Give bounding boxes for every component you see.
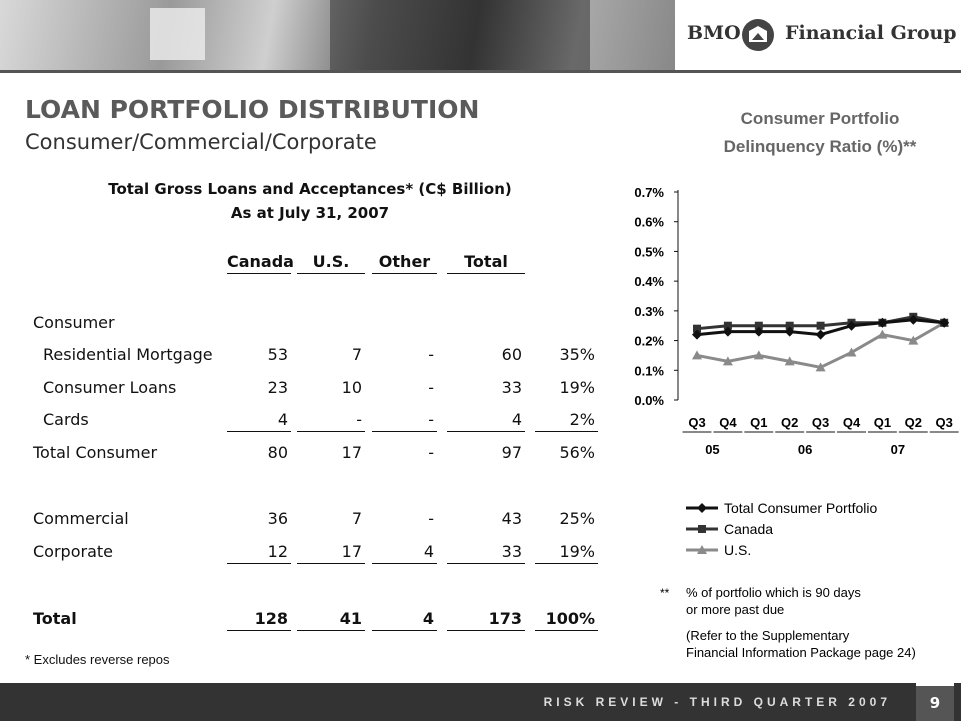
legend-label: Total Consumer Portfolio (724, 500, 878, 516)
y-tick-label: 0.7% (634, 185, 664, 200)
legend-label: U.S. (724, 542, 751, 558)
legend-marker (698, 525, 706, 533)
chart-title: Delinquency Ratio (%)** (724, 137, 917, 156)
y-tick-label: 0.4% (634, 274, 664, 289)
x-group-label: 06 (798, 442, 812, 457)
note-line: % of portfolio which is 90 days (686, 585, 861, 600)
note-mark: ** (660, 586, 670, 600)
x-tick-label: Q2 (905, 415, 922, 430)
delinquency-chart: Consumer Portfolio Delinquency Ratio (%)*… (0, 0, 961, 721)
x-group-label: 05 (705, 442, 719, 457)
legend-marker (697, 503, 707, 513)
slide: BMO Financial Group LOAN PORTFOLIO DISTR… (0, 0, 961, 721)
data-point (817, 322, 825, 330)
y-tick-label: 0.2% (634, 334, 664, 349)
y-tick-label: 0.3% (634, 304, 664, 319)
y-tick-label: 0.5% (634, 244, 664, 259)
legend-label: Canada (724, 521, 773, 537)
y-tick-label: 0.1% (634, 363, 664, 378)
x-tick-label: Q3 (688, 415, 705, 430)
x-tick-label: Q3 (936, 415, 953, 430)
x-tick-label: Q4 (843, 415, 861, 430)
note-line: Financial Information Package page 24) (686, 645, 916, 660)
x-tick-label: Q4 (719, 415, 737, 430)
data-point (816, 330, 826, 340)
page-number: 9 (916, 683, 954, 721)
x-tick-label: Q3 (812, 415, 829, 430)
x-group-label: 07 (891, 442, 905, 457)
note-line: (Refer to the Supplementary (686, 628, 850, 643)
x-tick-label: Q1 (750, 415, 767, 430)
footer-text: RISK REVIEW - THIRD QUARTER 2007 (544, 695, 891, 709)
x-tick-label: Q1 (874, 415, 891, 430)
y-tick-label: 0.6% (634, 215, 664, 230)
x-tick-label: Q2 (781, 415, 798, 430)
y-tick-label: 0.0% (634, 393, 664, 408)
page: Loan Portfolio Distribution { "header": … (0, 0, 961, 721)
note-line: or more past due (686, 602, 784, 617)
chart-title: Consumer Portfolio (741, 109, 900, 128)
